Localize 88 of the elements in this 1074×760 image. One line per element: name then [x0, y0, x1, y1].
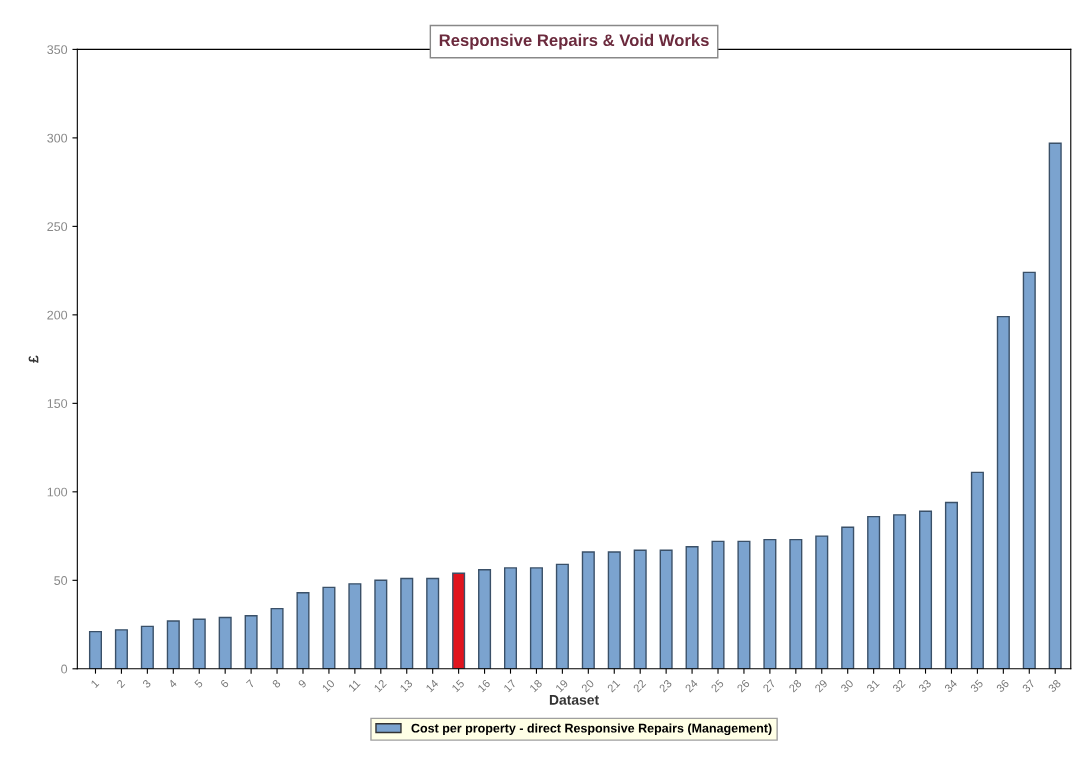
bar — [633, 549, 647, 669]
bar — [893, 514, 907, 669]
bar — [218, 616, 232, 669]
y-tick-label: 150 — [47, 399, 68, 408]
bar — [763, 538, 777, 669]
x-tick-label: 21 — [606, 679, 621, 693]
bar — [789, 538, 803, 669]
x-tick-label: 27 — [762, 679, 776, 693]
bar — [607, 551, 621, 669]
bar — [1048, 142, 1062, 669]
bar — [555, 563, 569, 669]
x-tick-label: 10 — [321, 679, 336, 693]
y-tick-label: 0 — [61, 664, 68, 674]
y-tick-label: 300 — [47, 133, 68, 143]
x-tick-label: 33 — [918, 679, 932, 693]
x-tick-label: 18 — [529, 679, 543, 693]
y-tick-label: 200 — [47, 310, 68, 320]
x-tick-label: 35 — [969, 679, 984, 693]
bar — [166, 620, 180, 669]
bar — [322, 586, 336, 669]
bar — [867, 515, 881, 669]
bar — [348, 583, 362, 669]
x-tick-label: 28 — [788, 679, 802, 693]
x-tick-label: 17 — [503, 679, 517, 693]
x-tick-label: 2 — [116, 679, 126, 689]
x-tick-label: 1 — [90, 679, 100, 688]
x-tick-label: 11 — [348, 679, 361, 692]
chart-title: Responsive Repairs & Void Works — [439, 33, 709, 50]
x-tick-label: 12 — [373, 679, 387, 693]
x-tick-label: 26 — [736, 679, 751, 693]
x-tick-label: 30 — [840, 679, 854, 693]
bar — [503, 567, 518, 669]
bar — [192, 618, 206, 669]
bar — [426, 577, 440, 669]
x-tick-label: 4 — [167, 679, 178, 689]
x-tick-label: 22 — [632, 679, 647, 693]
y-tick-label: 100 — [47, 487, 68, 497]
y-tick-label: 50 — [54, 576, 68, 585]
x-tick-label: 8 — [271, 679, 282, 689]
bar — [996, 315, 1010, 669]
bar — [944, 501, 958, 669]
x-tick-label: 13 — [399, 679, 413, 693]
x-tick-label: 31 — [866, 679, 880, 693]
x-tick-label: 6 — [219, 679, 230, 689]
bar — [374, 579, 388, 669]
x-tick-label: 23 — [658, 679, 673, 693]
bar — [659, 549, 673, 669]
x-tick-label: 7 — [245, 679, 255, 689]
x-tick-label: 34 — [943, 678, 958, 693]
bar — [737, 540, 751, 669]
bar — [529, 567, 543, 669]
bar — [400, 577, 414, 669]
bar — [581, 551, 595, 669]
x-tick-label: 16 — [477, 679, 491, 693]
x-tick-label: 15 — [451, 679, 465, 693]
bar — [244, 615, 258, 669]
y-tick-label: 350 — [47, 45, 68, 55]
bar — [815, 535, 829, 669]
y-axis-title: £ — [28, 355, 39, 363]
bar — [711, 540, 725, 669]
bar — [478, 569, 492, 669]
y-tick-label: 250 — [47, 222, 68, 232]
x-tick-label: 37 — [1021, 679, 1036, 693]
x-tick-label: 19 — [555, 679, 569, 693]
bar — [970, 471, 984, 669]
bar — [140, 625, 154, 669]
x-tick-label: 36 — [995, 679, 1010, 693]
x-tick-label: 32 — [892, 679, 906, 693]
x-tick-label: 3 — [142, 679, 152, 689]
legend-label: Cost per property - direct Responsive Repairs (Management) — [411, 723, 772, 736]
bar — [270, 607, 284, 669]
bar — [452, 572, 466, 669]
x-axis-title: Dataset — [549, 695, 599, 705]
bar — [685, 545, 699, 669]
x-tick-label: 5 — [194, 679, 204, 689]
bar — [296, 592, 310, 669]
bar — [88, 630, 103, 669]
x-tick-label: 9 — [297, 679, 307, 689]
x-tick-label: 25 — [710, 679, 725, 693]
bar — [918, 510, 933, 669]
x-tick-label: 20 — [580, 679, 595, 693]
x-tick-label: 38 — [1047, 679, 1062, 693]
x-tick-label: 24 — [684, 678, 699, 693]
bar — [841, 526, 855, 669]
bar — [1022, 271, 1036, 669]
x-tick-label: 29 — [814, 679, 828, 693]
x-tick-label: 14 — [425, 679, 439, 693]
bar — [114, 629, 128, 669]
